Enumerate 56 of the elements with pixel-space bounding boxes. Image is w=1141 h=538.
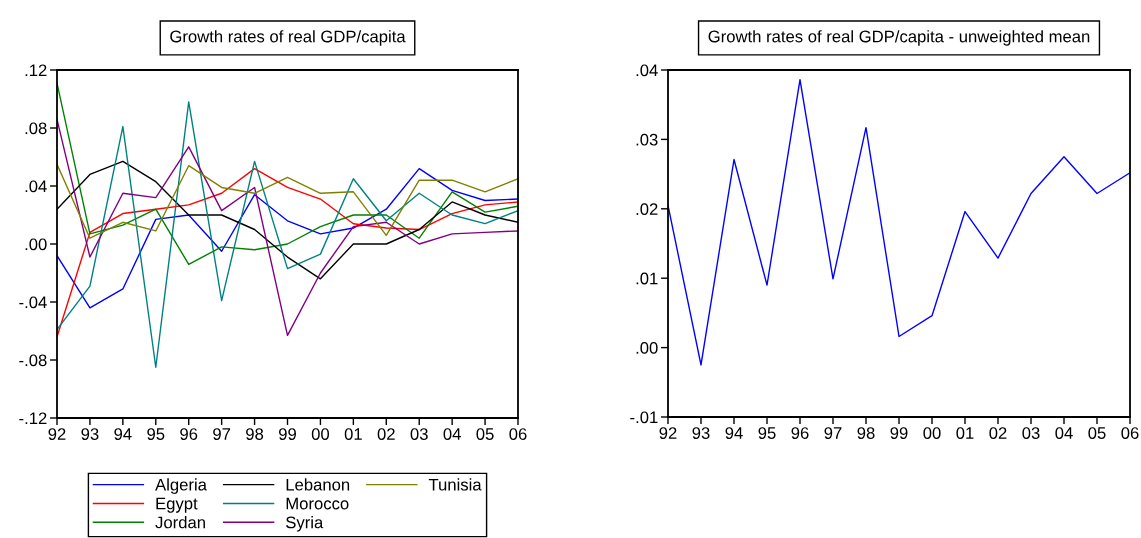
x-tick-label: 97 (824, 427, 842, 439)
x-tick-label: 99 (279, 428, 296, 440)
y-tick-label: .00 (636, 342, 658, 354)
y-tick-label: .04 (25, 180, 47, 193)
x-tick-label: 01 (344, 428, 362, 440)
x-tick-label: 04 (1055, 427, 1073, 439)
x-tick-label: 01 (956, 427, 974, 439)
y-tick-label: .02 (636, 203, 658, 215)
x-tick-label: 98 (246, 428, 264, 440)
x-tick-label: 05 (1088, 427, 1106, 439)
x-tick-label: 02 (377, 428, 395, 440)
x-tick-label: 06 (509, 428, 527, 440)
x-tick-label: 93 (692, 427, 710, 439)
y-tick-label: -.12 (19, 412, 47, 425)
x-tick-label: 96 (791, 427, 809, 439)
line-series (57, 101, 518, 368)
x-tick-label: 95 (147, 428, 165, 440)
legend-label: Lebanon (286, 478, 350, 491)
legend-label: Algeria (155, 478, 207, 494)
x-tick-label: 94 (114, 428, 132, 440)
line-series (57, 167, 518, 309)
x-tick-label: 03 (1022, 427, 1040, 439)
y-tick-label: -.08 (19, 354, 47, 367)
chart-title: Growth rates of real GDP/capita - unweighted mean (708, 30, 1090, 46)
x-tick-label: 98 (857, 427, 875, 439)
y-tick-label: .00 (25, 238, 47, 251)
x-tick-label: 97 (213, 428, 231, 440)
y-tick-label: .12 (25, 64, 47, 77)
x-tick-label: 92 (659, 427, 677, 439)
line-series (57, 163, 518, 239)
x-tick-label: 00 (923, 427, 941, 439)
x-tick-label: 94 (725, 427, 743, 439)
y-tick-label: .03 (636, 133, 658, 146)
x-tick-label: 99 (890, 427, 908, 439)
x-tick-label: 06 (1121, 427, 1139, 439)
legend-label: Egypt (156, 497, 198, 513)
chart-title: Growth rates of real GDP/capita (170, 30, 406, 46)
y-tick-label: .01 (636, 272, 658, 285)
x-tick-label: 92 (48, 428, 66, 440)
legend-label: Jordan (155, 516, 205, 529)
y-tick-label: .08 (25, 122, 47, 135)
x-tick-label: 95 (758, 427, 776, 439)
x-tick-label: 05 (476, 428, 494, 440)
x-tick-label: 04 (443, 428, 461, 440)
x-tick-label: 96 (180, 428, 198, 440)
y-tick-label: .04 (636, 64, 658, 77)
x-tick-label: 03 (410, 428, 428, 440)
legend-label: Morocco (286, 497, 349, 510)
legend-label: Tunisia (428, 478, 482, 491)
x-tick-label: 02 (989, 427, 1007, 439)
line-series (668, 79, 1130, 366)
x-tick-label: 00 (311, 428, 330, 440)
legend-label: Syria (286, 516, 324, 532)
x-tick-label: 93 (81, 428, 99, 440)
y-tick-label: -.04 (19, 296, 47, 309)
y-tick-label: -.01 (630, 411, 658, 424)
